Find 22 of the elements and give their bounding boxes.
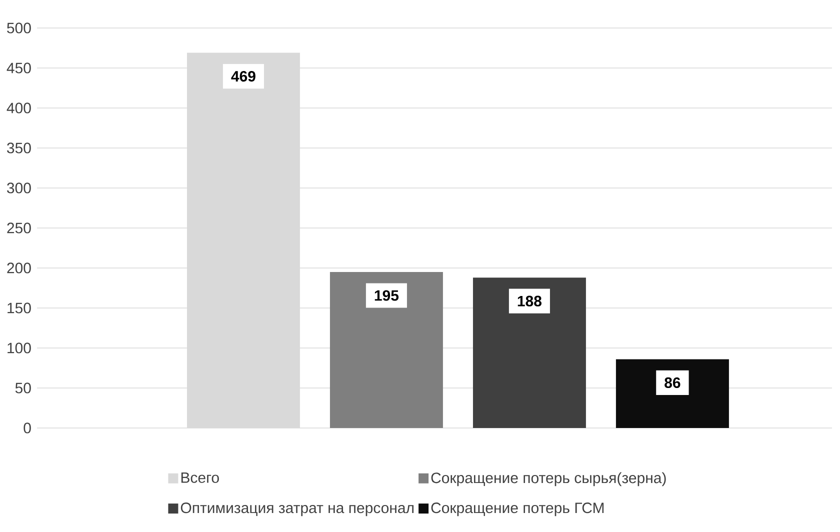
legend-label: Оптимизация затрат на персонал [180, 502, 414, 516]
y-tick-label: 0 [24, 422, 31, 434]
y-tick-label: 250 [7, 222, 31, 234]
legend-label: Сокращение потерь ГСМ [431, 502, 604, 516]
y-tick-label: 500 [7, 22, 31, 34]
legend-label: Всего [181, 472, 219, 483]
y-tick-label: 350 [7, 142, 31, 154]
bar [616, 359, 729, 428]
y-tick-label: 200 [7, 262, 31, 274]
data-label: 195 [374, 290, 399, 301]
bar [330, 272, 443, 428]
y-tick-label: 300 [7, 182, 31, 194]
data-label: 188 [518, 296, 542, 306]
y-tick-label: 400 [6, 102, 31, 114]
y-tick-label: 100 [8, 342, 31, 354]
y-tick-label: 50 [15, 382, 31, 394]
data-label: 469 [231, 70, 256, 82]
y-tick-label: 150 [8, 302, 31, 314]
bar [472, 278, 586, 428]
y-tick-label: 450 [6, 62, 31, 74]
legend-label: Сокращение потерь сырья(зерна) [431, 472, 666, 486]
data-label: 86 [664, 377, 680, 388]
